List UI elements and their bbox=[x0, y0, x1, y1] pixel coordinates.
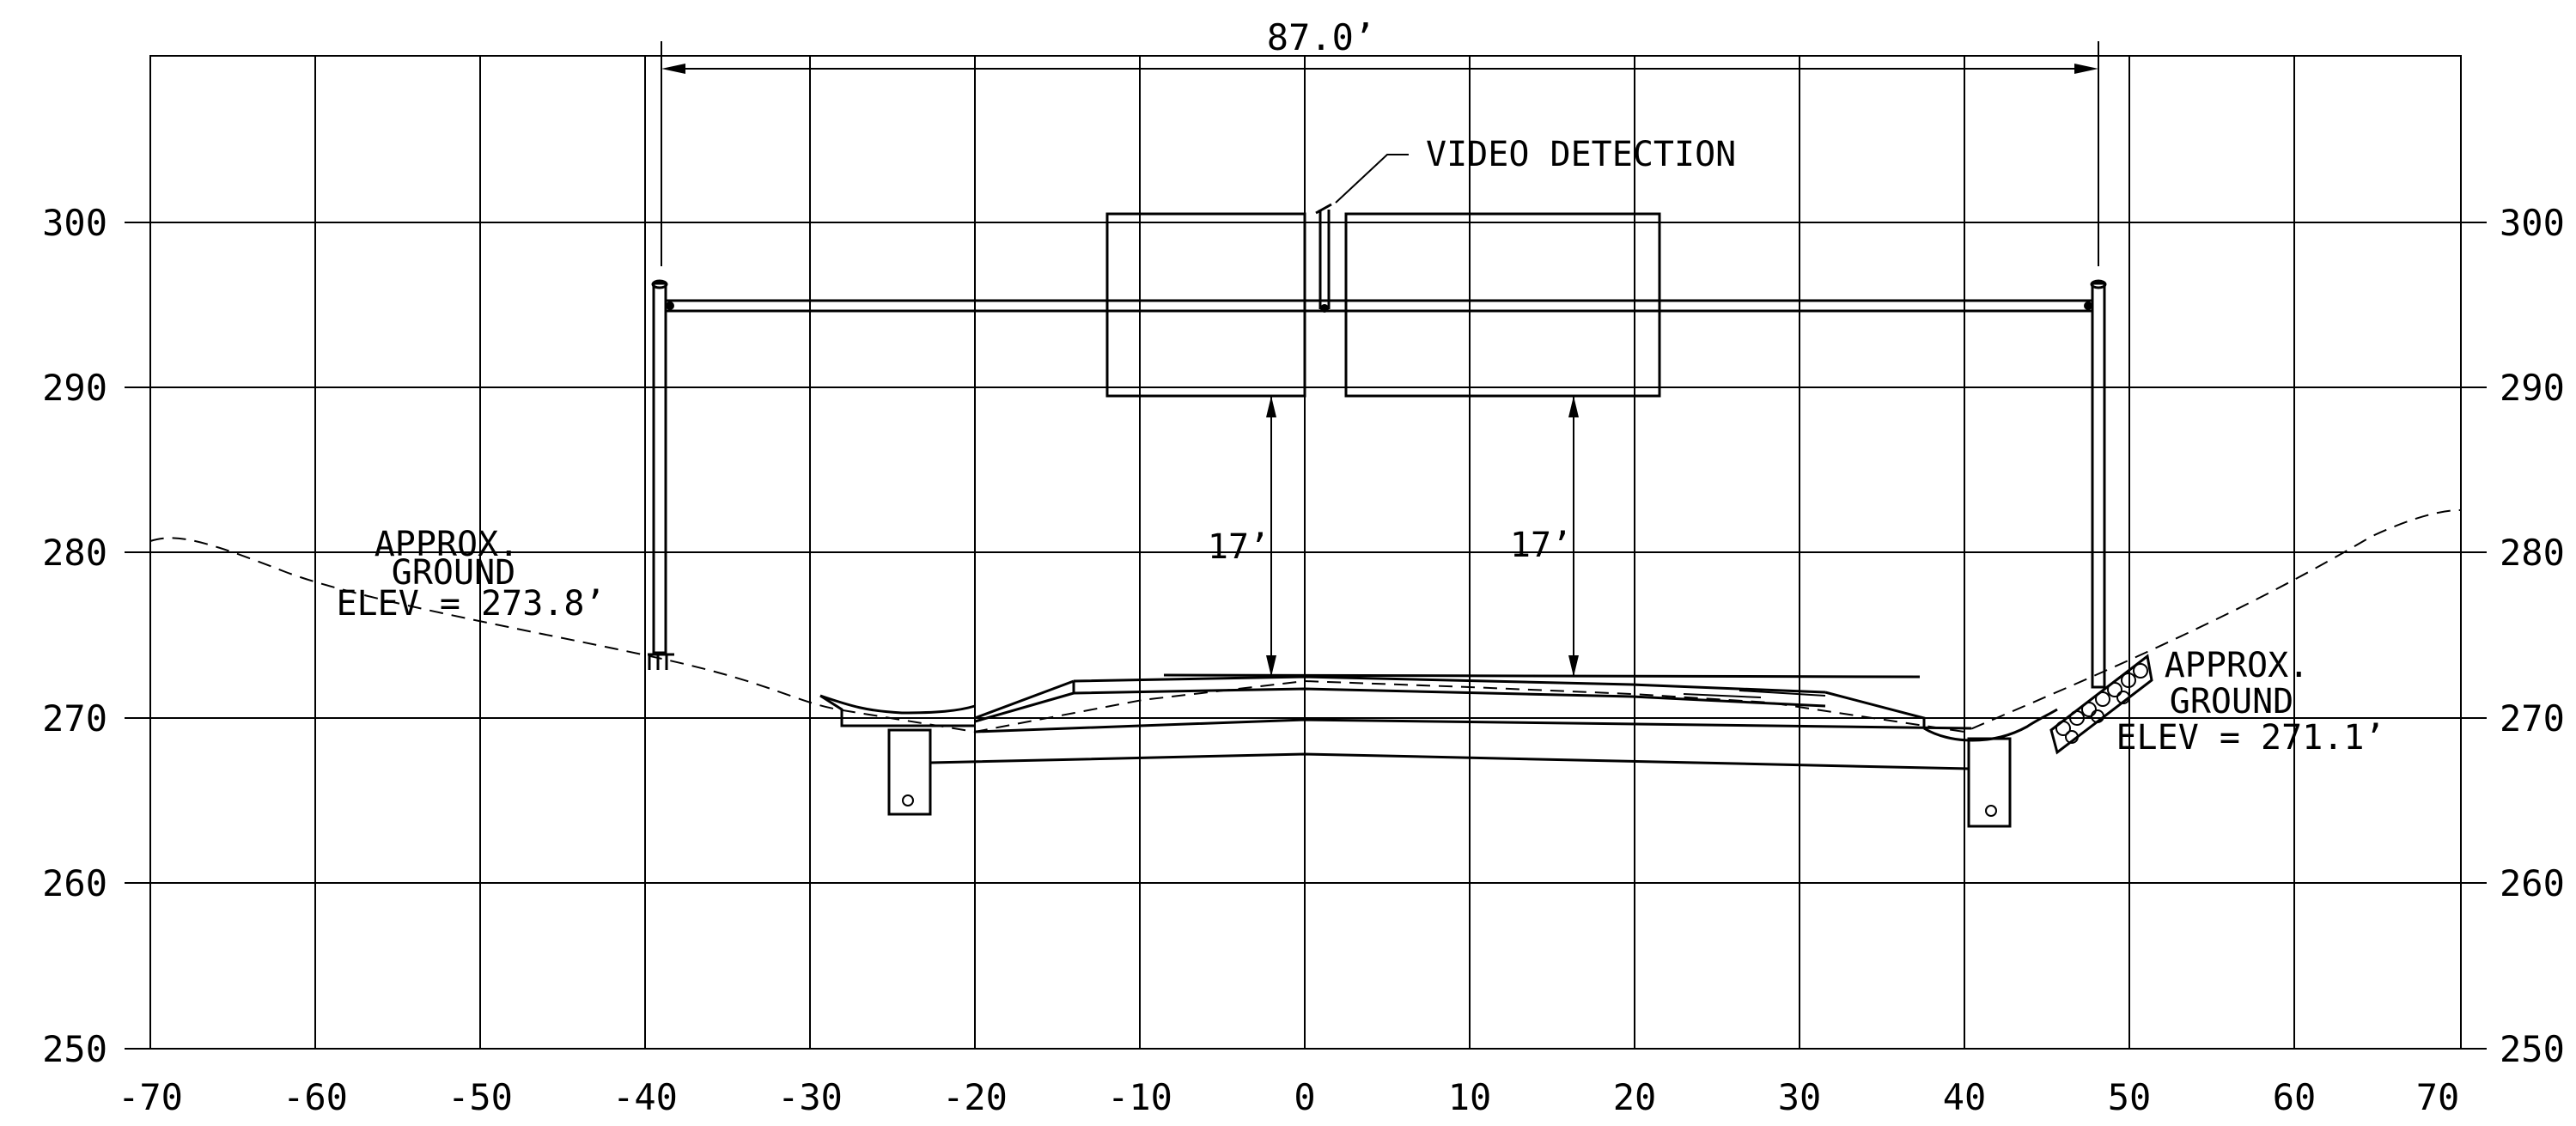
y-axis-labels-right: 300 290 280 270 260 250 bbox=[2500, 202, 2565, 1070]
y-tick-label: 260 bbox=[42, 862, 107, 904]
riprap-slope-protection bbox=[2049, 654, 2153, 755]
right-drainage-structure bbox=[1967, 737, 2012, 828]
y-tick-label: 280 bbox=[42, 532, 107, 574]
clearance-dimension-right: 17’ bbox=[1510, 396, 1579, 677]
right-pole bbox=[2090, 279, 2107, 689]
video-detection-camera bbox=[1315, 203, 1332, 313]
y-tick-label: 280 bbox=[2500, 532, 2565, 574]
y-tick-label: 270 bbox=[42, 697, 107, 740]
y-tick-label: 300 bbox=[2500, 202, 2565, 244]
x-axis-labels: -70 -60 -50 -40 -30 -20 -10 0 10 20 30 4… bbox=[118, 1076, 2459, 1118]
y-tick-label: 270 bbox=[2500, 697, 2565, 740]
y-tick-label: 250 bbox=[42, 1028, 107, 1070]
existing-ground-line bbox=[149, 509, 2462, 733]
y-tick-label: 250 bbox=[2500, 1028, 2565, 1070]
left-ground-line-2: GROUND bbox=[392, 553, 516, 593]
roadway-section bbox=[819, 673, 2058, 828]
axis-tick-marks bbox=[125, 222, 2487, 1050]
clearance-left-label: 17’ bbox=[1208, 527, 1270, 567]
x-tick-label: -50 bbox=[448, 1076, 513, 1118]
x-tick-label: -30 bbox=[777, 1076, 843, 1118]
left-drainage-structure bbox=[887, 728, 932, 816]
right-ground-line-3: ELEV = 271.1’ bbox=[2116, 718, 2384, 758]
x-tick-label: -10 bbox=[1107, 1076, 1172, 1118]
y-tick-label: 300 bbox=[42, 202, 107, 244]
x-tick-label: 10 bbox=[1448, 1076, 1492, 1118]
clearance-dimension-left: 17’ bbox=[1208, 396, 1276, 677]
x-tick-label: 40 bbox=[1943, 1076, 1987, 1118]
grid bbox=[125, 55, 2487, 1050]
y-tick-label: 290 bbox=[2500, 367, 2565, 409]
x-tick-label: -40 bbox=[612, 1076, 678, 1118]
video-detection-callout: VIDEO DETECTION bbox=[1335, 135, 1736, 204]
right-ground-line-2: GROUND bbox=[2170, 682, 2294, 721]
x-tick-label: -60 bbox=[283, 1076, 348, 1118]
x-tick-label: 70 bbox=[2416, 1076, 2460, 1118]
y-tick-label: 260 bbox=[2500, 862, 2565, 904]
x-tick-label: -70 bbox=[118, 1076, 183, 1118]
mast-arm bbox=[666, 299, 2092, 313]
x-tick-label: 60 bbox=[2273, 1076, 2317, 1118]
span-dimension: 87.0’ bbox=[661, 16, 2099, 266]
x-tick-label: -20 bbox=[942, 1076, 1008, 1118]
clearance-right-label: 17’ bbox=[1510, 526, 1572, 565]
left-ground-line-3: ELEV = 273.8’ bbox=[336, 584, 605, 624]
sign-panel-right bbox=[1344, 212, 1661, 398]
right-ground-line-1: APPROX. bbox=[2165, 646, 2310, 685]
x-tick-label: 50 bbox=[2108, 1076, 2152, 1118]
span-label: 87.0’ bbox=[1267, 16, 1375, 58]
x-tick-label: 20 bbox=[1613, 1076, 1657, 1118]
y-tick-label: 290 bbox=[42, 367, 107, 409]
y-axis-labels-left: 300 290 280 270 260 250 bbox=[42, 202, 107, 1070]
left-ground-line-1: APPROX. bbox=[375, 525, 520, 564]
right-ground-note: APPROX. GROUND ELEV = 271.1’ bbox=[2116, 646, 2384, 758]
x-tick-label: 0 bbox=[1294, 1076, 1315, 1118]
left-ground-note: APPROX. GROUND ELEV = 273.8’ bbox=[336, 525, 605, 624]
left-pole bbox=[648, 279, 674, 670]
sign-panel-left bbox=[1105, 212, 1306, 398]
x-tick-label: 30 bbox=[1778, 1076, 1822, 1118]
video-detection-label: VIDEO DETECTION bbox=[1426, 135, 1736, 174]
